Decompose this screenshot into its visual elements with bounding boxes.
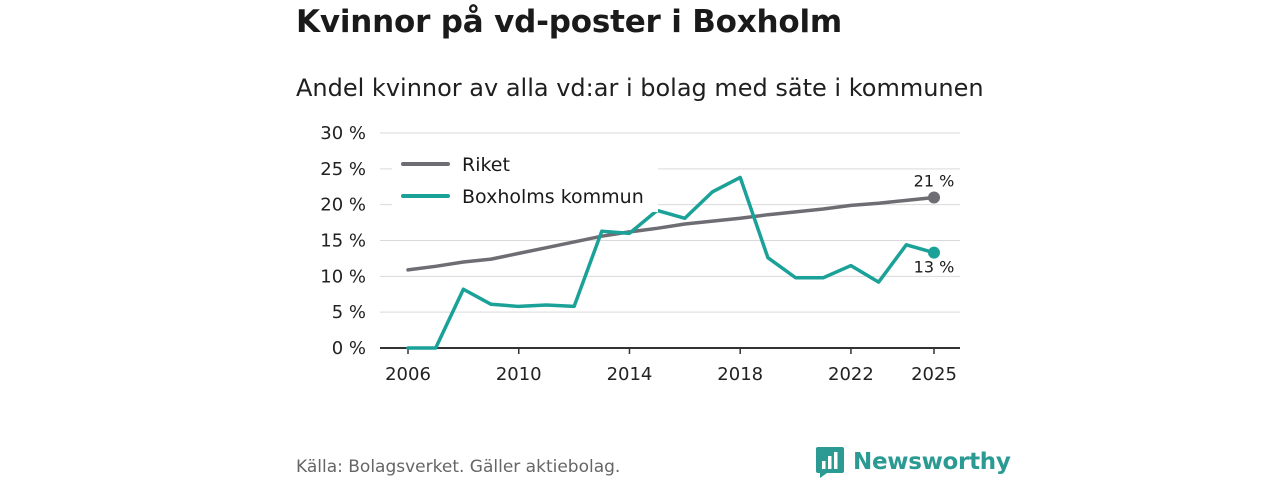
legend-box [392,148,658,212]
x-tick-label: 2018 [717,364,763,385]
end-marker-riket [928,191,940,204]
x-tick-label: 2006 [385,364,431,385]
source-note: Källa: Bolagsverket. Gäller aktiebolag. [296,457,621,477]
y-tick-label: 25 % [320,159,366,180]
x-tick-label: 2022 [828,364,874,385]
x-tick-label: 2014 [607,364,653,385]
y-tick-label: 0 % [332,338,366,359]
brand-name: Newsworthy [853,449,1011,475]
x-tick-label: 2010 [496,364,542,385]
end-marker-boxholm [928,246,940,259]
y-tick-label: 10 % [320,266,366,287]
legend-label-boxholm: Boxholms kommun [462,186,644,208]
series-line-boxholm [406,175,936,350]
y-tick-label: 15 % [320,231,366,252]
y-tick-label: 5 % [332,302,366,323]
x-tick-label: 2025 [911,364,957,385]
line-chart: 0 % 5 % 10 % 15 % 20 % 25 % 30 % 2006 2010 2014 20… [320,123,960,385]
legend-label-riket: Riket [462,154,510,176]
y-tick-label: 20 % [320,195,366,216]
newsworthy-icon [816,447,844,478]
end-label-boxholm: 13 % [914,258,955,277]
chart-title: Kvinnor på vd-poster i Boxholm [296,4,843,40]
end-label-riket: 21 % [914,172,955,191]
chart-subtitle: Andel kvinnor av alla vd:ar i bolag med … [296,74,984,102]
brand-logo: Newsworthy [815,445,1011,479]
series-line-riket [406,195,936,272]
y-tick-label: 30 % [320,123,366,144]
